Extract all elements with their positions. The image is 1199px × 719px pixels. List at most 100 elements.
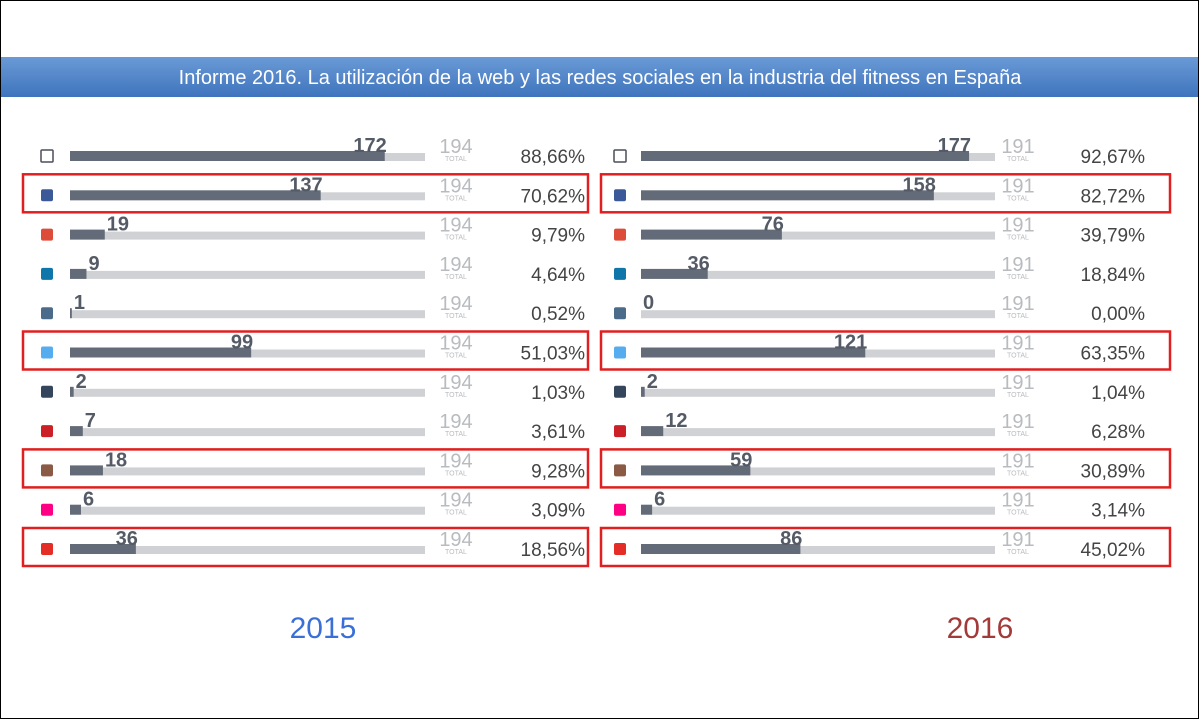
highlight-box xyxy=(21,330,590,371)
bar-track xyxy=(70,467,425,476)
bar xyxy=(70,308,72,319)
percent-label: 3,61% xyxy=(531,422,585,443)
bar-track xyxy=(641,231,995,240)
icon xyxy=(614,503,626,516)
value-label: 76 xyxy=(762,214,784,236)
percent-label: 4,64% xyxy=(531,265,585,286)
total-label: 191 xyxy=(1001,372,1034,394)
value-label: 6 xyxy=(83,489,94,511)
total-caption: TOTAL xyxy=(1007,353,1029,360)
total-caption: TOTAL xyxy=(445,470,467,477)
percent-label: 3,14% xyxy=(1091,501,1145,522)
bar xyxy=(641,386,645,397)
icon xyxy=(41,425,53,438)
bar-track xyxy=(70,428,425,437)
percent-label: 92,67% xyxy=(1081,147,1146,168)
bar xyxy=(641,544,801,554)
total-label: 191 xyxy=(1001,254,1034,276)
icon xyxy=(614,464,626,477)
icon xyxy=(41,267,53,280)
icon xyxy=(41,543,53,555)
highlight-box xyxy=(599,448,1172,489)
bar xyxy=(70,504,81,515)
percent-label: 63,35% xyxy=(1081,344,1146,365)
total-label: 191 xyxy=(1001,293,1034,315)
highlight-box xyxy=(599,330,1172,371)
total-label: 194 xyxy=(439,254,472,276)
total-label: 194 xyxy=(439,411,472,433)
bar-track xyxy=(641,270,995,279)
total-label: 194 xyxy=(439,136,472,158)
total-caption: TOTAL xyxy=(1007,470,1029,477)
header-bar xyxy=(1,57,1198,97)
value-label: 59 xyxy=(730,449,752,471)
highlight-box xyxy=(21,173,590,214)
percent-label: 6,28% xyxy=(1091,422,1145,443)
icon xyxy=(41,228,53,241)
highlight-box xyxy=(21,448,590,489)
total-caption: TOTAL xyxy=(1007,195,1029,202)
total-caption: TOTAL xyxy=(1007,549,1029,556)
icon xyxy=(613,149,627,163)
value-label: 177 xyxy=(938,135,971,157)
percent-label: 70,62% xyxy=(521,186,586,207)
total-caption: TOTAL xyxy=(1007,274,1029,281)
percent-label: 82,72% xyxy=(1081,186,1146,207)
icon xyxy=(614,189,626,202)
total-caption: TOTAL xyxy=(445,549,467,556)
bar xyxy=(70,268,87,279)
bar-track xyxy=(641,310,995,319)
value-label: 36 xyxy=(687,253,709,275)
bar-track xyxy=(641,467,995,476)
percent-label: 45,02% xyxy=(1081,540,1146,561)
icon xyxy=(41,385,53,398)
bar xyxy=(641,465,751,476)
total-caption: TOTAL xyxy=(445,274,467,281)
value-label: 18 xyxy=(105,449,127,471)
bar-track xyxy=(70,270,425,279)
total-caption: TOTAL xyxy=(445,431,467,438)
bar xyxy=(641,190,934,201)
percent-label: 0,52% xyxy=(531,304,585,325)
total-caption: TOTAL xyxy=(445,313,467,320)
bar xyxy=(70,190,321,201)
value-label: 6 xyxy=(654,489,665,511)
bar xyxy=(641,504,653,515)
total-caption: TOTAL xyxy=(1007,235,1029,242)
icon xyxy=(614,228,626,241)
percent-label: 30,89% xyxy=(1081,461,1146,482)
value-label: 2 xyxy=(76,371,87,393)
total-caption: TOTAL xyxy=(445,510,467,517)
percent-label: 1,03% xyxy=(531,383,585,404)
value-label: 172 xyxy=(353,135,386,157)
total-caption: TOTAL xyxy=(445,392,467,399)
highlight-box xyxy=(599,526,1172,568)
total-label: 194 xyxy=(439,333,472,355)
total-label: 194 xyxy=(439,215,472,237)
bar-track xyxy=(70,231,425,240)
percent-label: 18,56% xyxy=(521,540,586,561)
icon xyxy=(41,503,53,516)
icon xyxy=(41,346,53,359)
percent-label: 51,03% xyxy=(521,344,586,365)
total-caption: TOTAL xyxy=(445,195,467,202)
total-label: 194 xyxy=(439,293,472,315)
bar xyxy=(641,426,664,437)
bar xyxy=(641,151,970,161)
total-caption: TOTAL xyxy=(445,235,467,242)
bar-track xyxy=(70,546,425,554)
total-caption: TOTAL xyxy=(1007,313,1029,320)
value-label: 99 xyxy=(231,332,253,354)
total-label: 191 xyxy=(1001,490,1034,512)
bar xyxy=(641,229,782,240)
bar-track xyxy=(70,310,425,319)
bar xyxy=(70,465,103,476)
total-label: 191 xyxy=(1001,136,1034,158)
total-caption: TOTAL xyxy=(1007,392,1029,399)
value-label: 36 xyxy=(116,528,138,550)
bar xyxy=(641,268,708,279)
total-label: 194 xyxy=(439,175,472,197)
bar xyxy=(70,151,385,161)
value-label: 137 xyxy=(289,174,322,196)
